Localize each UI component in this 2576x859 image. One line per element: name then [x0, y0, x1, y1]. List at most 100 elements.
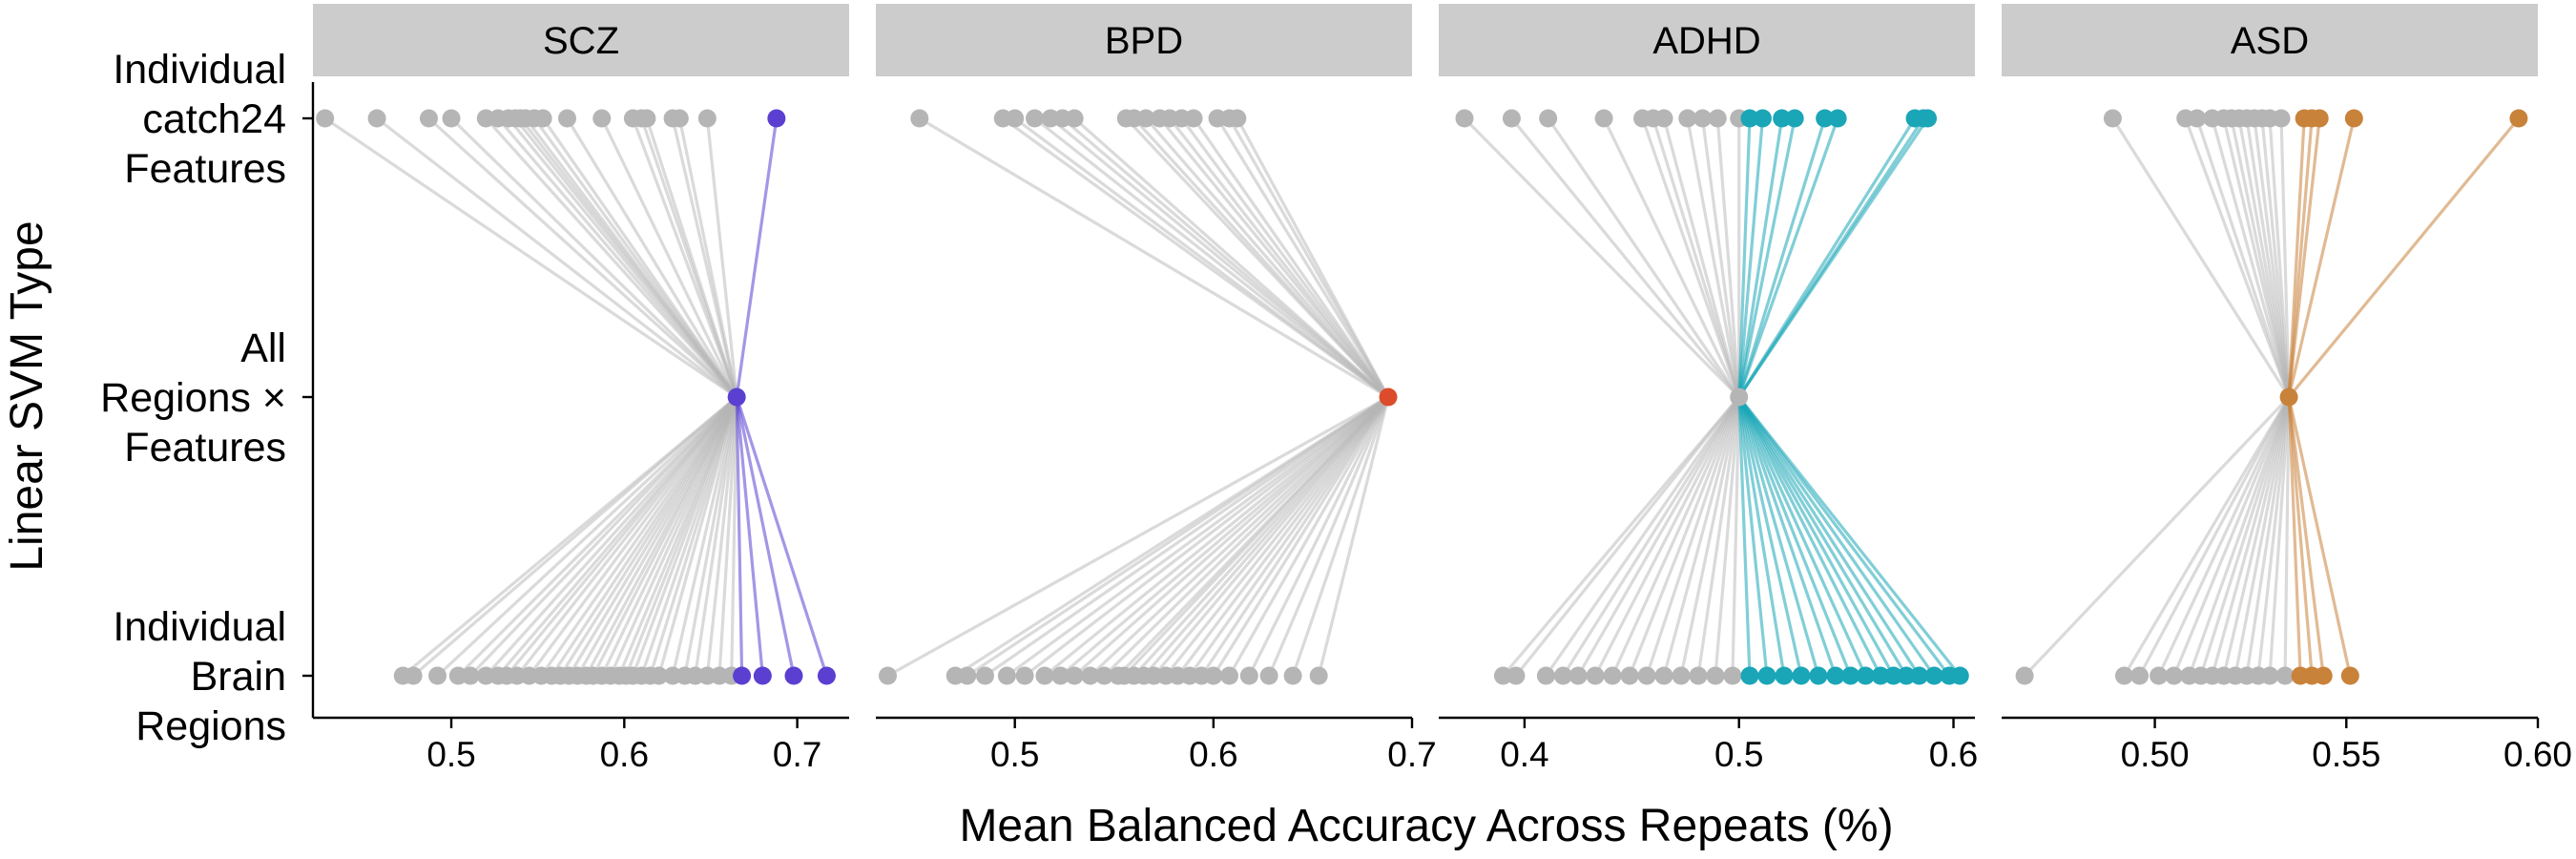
catch24-feature-line: [2287, 116, 2521, 399]
brain-region-line: [1545, 396, 1741, 677]
brain-region-line: [886, 395, 1389, 678]
brain-region-line: [1737, 396, 1803, 677]
points: [316, 109, 836, 685]
brain-region-point: [1586, 666, 1605, 685]
catch24-feature-line: [1033, 116, 1390, 399]
brain-region-line: [2211, 396, 2291, 677]
catch24-feature-line: [705, 117, 738, 398]
brain-region-line: [1737, 396, 1838, 677]
panel-asd: ASD 0.50 0.55 0.60: [2002, 4, 2572, 774]
brain-region-point: [2275, 666, 2295, 685]
catch24-feature-point: [1136, 109, 1155, 128]
catch24-feature-line: [1715, 117, 1741, 398]
brain-region-line: [1502, 395, 1740, 678]
brain-region-line: [1247, 396, 1390, 677]
catch24-feature-line: [1013, 116, 1389, 399]
catch24-feature-point: [2509, 109, 2528, 128]
brain-region-line: [1737, 396, 1962, 677]
brain-region-point: [1775, 666, 1794, 685]
brain-region-line: [412, 395, 738, 678]
catch24-feature-line: [1463, 116, 1740, 399]
y-category-line: Features: [124, 425, 286, 471]
catch24-feature-line: [645, 117, 738, 398]
brain-region-line: [2245, 396, 2291, 677]
brain-region-line: [1737, 396, 1895, 677]
brain-region-line: [1514, 395, 1740, 678]
catch24-feature-line: [1073, 116, 1390, 399]
catch24-feature-line: [1547, 117, 1741, 398]
brain-region-point: [2015, 666, 2034, 685]
catch24-feature-line: [1652, 117, 1741, 398]
catch24-feature-point: [442, 109, 461, 128]
catch24-feature-point: [1539, 109, 1558, 128]
catch24-feature-point: [1026, 109, 1045, 128]
brain-region-line: [2233, 396, 2291, 677]
y-category-line: Individual: [113, 604, 286, 650]
brain-region-line: [717, 396, 738, 677]
y-category-label: Individual Brain Regions: [113, 604, 286, 749]
brain-region-line: [1645, 396, 1741, 677]
brain-region-line: [1562, 396, 1741, 677]
brain-region-point: [1884, 666, 1903, 685]
brain-region-point: [878, 666, 897, 685]
brain-region-line: [1737, 396, 1908, 677]
brain-region-line: [683, 396, 738, 677]
catch24-feature-line: [1737, 117, 1765, 398]
brain-region-point: [958, 666, 977, 685]
brain-region-point: [2130, 666, 2150, 685]
brain-region-line: [1188, 396, 1390, 677]
brain-region-line: [1610, 396, 1741, 677]
brain-region-line: [1593, 396, 1741, 677]
catch24-feature-point: [1654, 109, 1673, 128]
brain-region-line: [2188, 396, 2291, 677]
brain-region-point: [1826, 666, 1845, 685]
brain-region-line: [1228, 396, 1390, 677]
catch24-feature-line: [2279, 117, 2291, 398]
brain-region-point: [2165, 666, 2184, 685]
x-tick-label: 0.6: [600, 735, 649, 774]
catch24-feature-line: [1700, 117, 1741, 398]
brain-region-point: [650, 666, 669, 685]
strip-background: [2002, 4, 2538, 76]
brain-region-point: [1536, 666, 1555, 685]
catch24-feature-point: [533, 109, 552, 128]
catch24-feature-point: [1828, 109, 1847, 128]
catch24-feature-line: [2287, 117, 2356, 398]
all-regions-features-point: [1379, 388, 1398, 407]
catch24-feature-line: [735, 117, 779, 398]
brain-region-point: [2150, 666, 2169, 685]
x-tick-label: 0.7: [773, 735, 821, 774]
catch24-feature-line: [2111, 117, 2291, 398]
catch24-feature-point: [1785, 109, 1804, 128]
brain-region-point: [1094, 666, 1113, 685]
brain-region-point: [1220, 666, 1239, 685]
brain-region-point: [404, 666, 423, 685]
brain-region-point: [1553, 666, 1572, 685]
brain-region-line: [1679, 396, 1741, 677]
catch24-feature-line: [1215, 117, 1390, 398]
points: [2015, 109, 2528, 685]
catch24-feature-point: [1455, 109, 1474, 128]
y-category-label: Individual catch24 Features: [113, 47, 286, 192]
catch24-feature-line: [1602, 117, 1741, 398]
brain-region-point: [1672, 666, 1691, 685]
y-category-line: catch24: [142, 96, 286, 142]
brain-region-point: [1239, 666, 1258, 685]
brain-region-point: [784, 666, 803, 685]
catch24-feature-point: [557, 109, 576, 128]
brain-region-line: [735, 396, 764, 677]
catch24-feature-line: [2195, 117, 2291, 398]
catch24-feature-point: [1708, 109, 1727, 128]
catch24-feature-point: [1693, 109, 1713, 128]
brain-region-point: [2340, 666, 2359, 685]
catch24-feature-point: [1006, 109, 1025, 128]
x-tick-label: 0.5: [426, 735, 475, 774]
brain-region-line: [735, 396, 744, 677]
brain-region-point: [1706, 666, 1725, 685]
brain-region-line: [657, 396, 738, 677]
x-tick-label: 0.7: [1387, 735, 1436, 774]
catch24-feature-point: [2310, 109, 2329, 128]
brain-region-line: [735, 396, 828, 677]
catch24-feature-point: [910, 109, 929, 128]
y-category-line: All: [240, 325, 286, 371]
